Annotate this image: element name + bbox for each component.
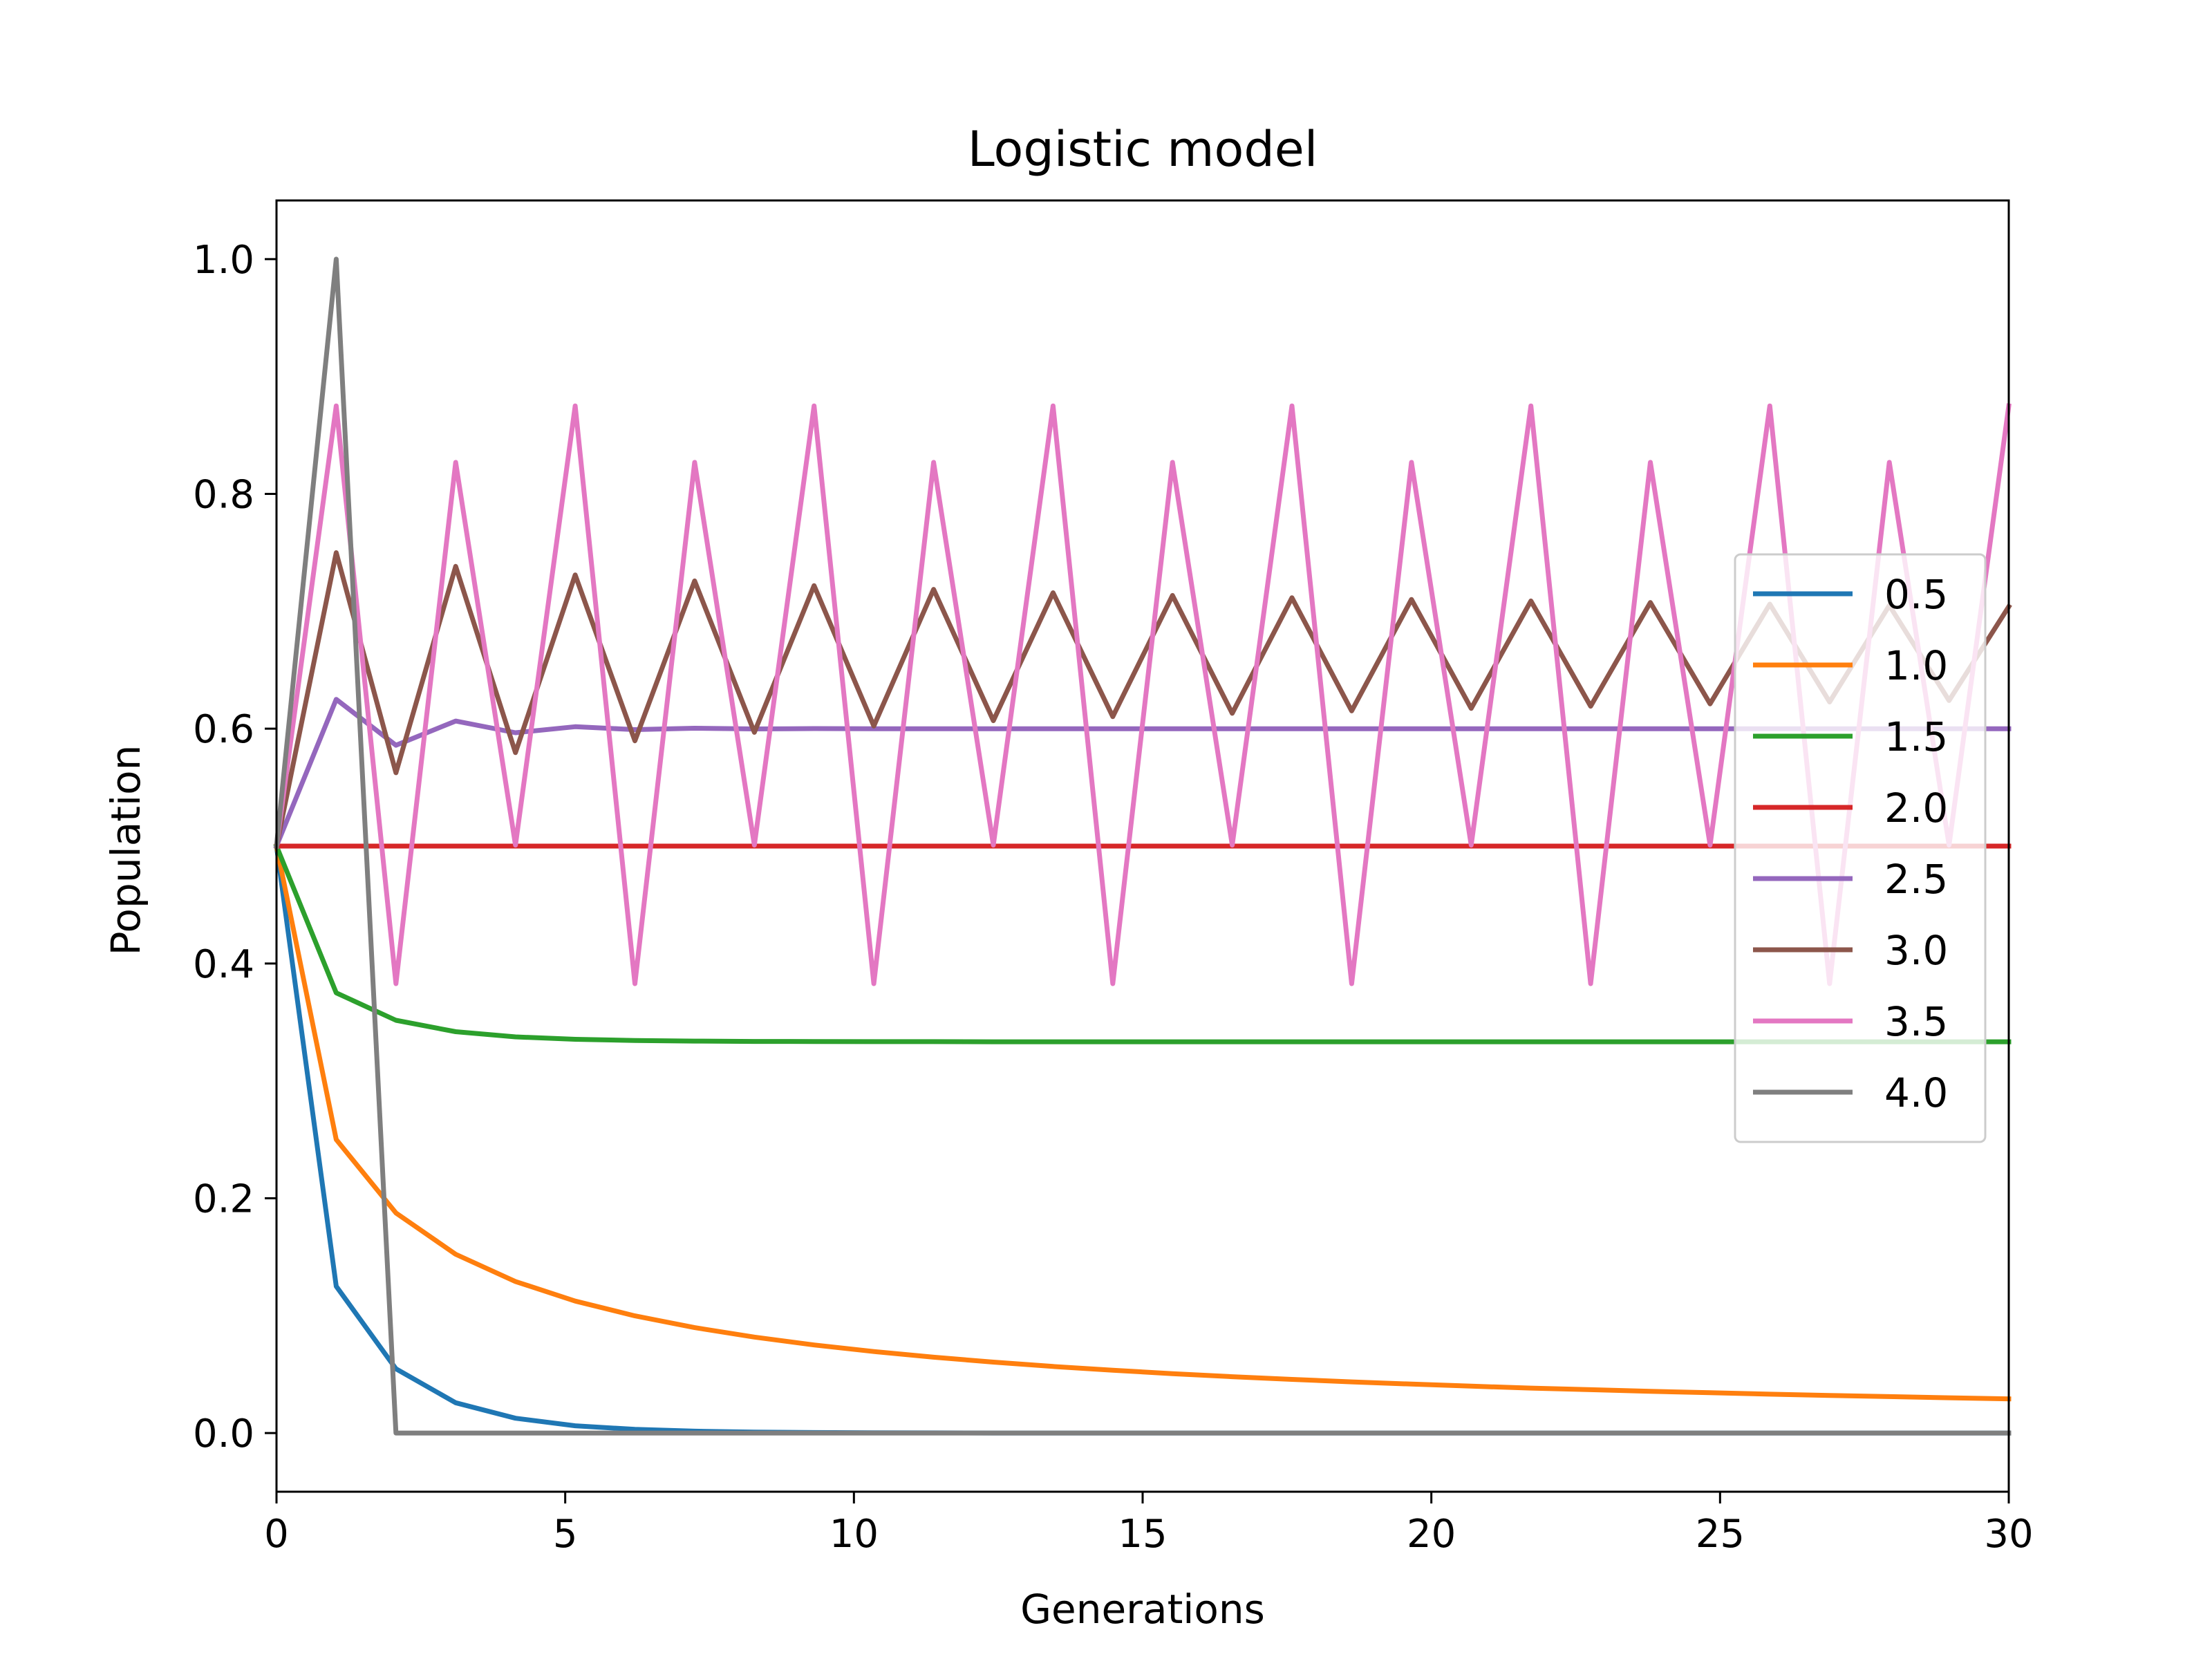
- x-tick-label: 20: [1407, 1512, 1456, 1557]
- x-tick-label: 30: [1984, 1512, 2033, 1557]
- series-line-3-0: [273, 550, 2012, 850]
- series-line-1-5: [273, 843, 2012, 1044]
- y-tick-label: 1.0: [193, 238, 254, 283]
- axes: 0 5 10 15 20 25 30 0.0 0.2 0.4 0.6 0.8 1.0: [193, 199, 2034, 1557]
- legend-label: 1.5: [1884, 713, 1948, 760]
- series-line-3-5: [274, 403, 2012, 986]
- legend-label: 3.0: [1884, 927, 1948, 974]
- y-tick-label: 0.2: [193, 1177, 254, 1221]
- plot-area: [273, 256, 2012, 1436]
- x-axis-label: Generations: [1020, 1586, 1265, 1633]
- series-line-1-0: [273, 843, 2012, 1402]
- x-tick-label: 25: [1696, 1512, 1745, 1557]
- legend-label: 4.0: [1884, 1069, 1948, 1116]
- legend-box: [1734, 553, 1987, 1143]
- legend-label: 2.0: [1884, 785, 1948, 832]
- legend-label: 2.5: [1884, 856, 1948, 903]
- legend-label: 0.5: [1884, 571, 1948, 618]
- legend: 0.5 1.0 1.5 2.0 2.5 3.0 3.5 4.0: [1734, 553, 1987, 1143]
- y-tick-label: 0.4: [193, 942, 254, 987]
- y-axis-label: Population: [102, 745, 149, 956]
- x-tick-label: 0: [264, 1512, 289, 1557]
- y-tick-label: 0.8: [193, 473, 254, 518]
- y-tick-label: 0.6: [193, 707, 254, 752]
- x-tick-label: 5: [553, 1512, 578, 1557]
- chart-title: Logistic model: [968, 121, 1318, 178]
- series-line-4-0: [274, 256, 2012, 1436]
- x-tick-label: 10: [830, 1512, 879, 1557]
- x-tick-label: 15: [1118, 1512, 1167, 1557]
- legend-label: 3.5: [1884, 998, 1948, 1045]
- legend-label: 1.0: [1884, 642, 1948, 689]
- y-tick-label: 0.0: [193, 1412, 254, 1456]
